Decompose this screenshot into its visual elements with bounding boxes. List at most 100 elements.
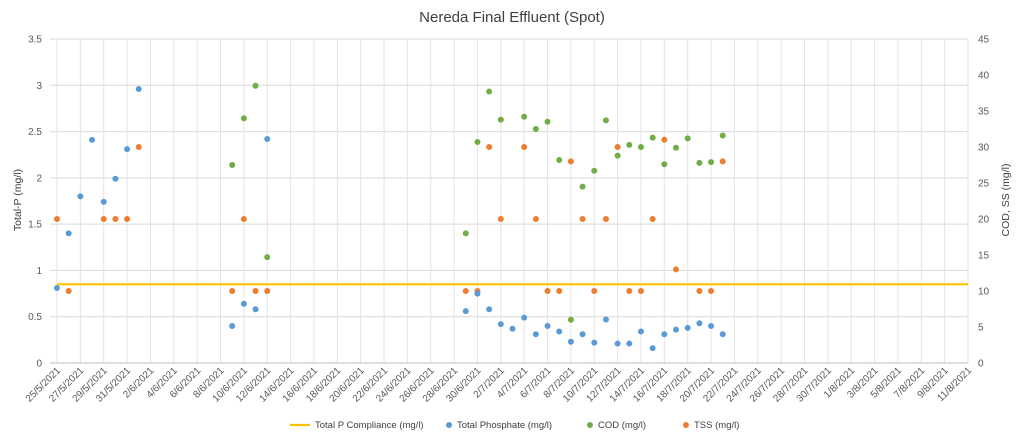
data-point-cod [696,159,703,166]
data-point-cod [521,113,528,120]
data-point-tss [229,288,236,294]
right-y-tick-label: 10 [978,287,990,298]
left-y-axis-title: Total-P (mg/l) [12,169,24,231]
legend-item-cod: COD (mg/l) [587,420,646,431]
data-point-cod [661,161,668,168]
data-point-tss [124,216,131,222]
legend-item-total-p-compliance: Total P Compliance (mg/l) [290,420,424,431]
legend-label: TSS (mg/l) [694,420,739,431]
data-point-cod [462,230,469,237]
data-point-total-phosphate [591,339,598,346]
data-point-total-phosphate [264,135,271,142]
right-y-axis-title: COD, SS (mg/l) [1000,164,1012,237]
data-point-total-phosphate [89,136,96,143]
data-point-total-phosphate [684,324,691,331]
data-point-cod [684,135,691,142]
data-point-total-phosphate [696,320,703,327]
data-point-total-phosphate [54,285,60,292]
data-point-total-phosphate [124,146,131,153]
data-point-total-phosphate [521,314,528,321]
data-point-tss [532,216,539,222]
data-point-tss [602,216,609,222]
data-point-cod [579,183,586,190]
data-point-total-phosphate [661,331,668,338]
data-point-total-phosphate [486,306,493,313]
series-cod [229,82,726,323]
data-point-tss [521,144,528,150]
data-point-cod [474,138,481,145]
data-point-tss [591,288,598,294]
data-point-cod [708,159,715,166]
data-point-tss [135,144,142,150]
data-point-tss [614,144,621,150]
data-point-tss [696,288,703,294]
data-point-cod [637,144,644,150]
left-y-tick-label: 2 [36,173,42,184]
data-point-total-phosphate [626,340,633,347]
right-y-tick-label: 40 [978,71,990,82]
data-point-total-phosphate [532,331,539,338]
data-point-total-phosphate [462,308,469,315]
right-y-tick-label: 0 [978,359,984,370]
data-point-tss [544,288,551,294]
right-y-tick-label: 45 [978,35,990,46]
data-point-total-phosphate [673,326,680,333]
left-y-tick-label: 2.5 [28,127,42,138]
left-y-tick-label: 0.5 [28,312,42,323]
right-y-tick-label: 25 [978,179,990,190]
data-point-cod [544,118,551,125]
data-point-cod [719,132,726,139]
data-point-tss [65,288,72,294]
data-point-tss [240,216,247,222]
data-point-tss [486,144,493,150]
legend-label: Total Phosphate (mg/l) [457,420,552,431]
left-y-tick-label: 0 [36,359,42,370]
data-point-cod [486,88,493,95]
data-point-total-phosphate [708,322,715,329]
legend-item-total-phosphate: Total Phosphate (mg/l) [446,420,552,431]
data-point-cod [556,156,563,163]
data-point-tss [579,216,586,222]
data-point-cod [614,152,621,159]
data-point-total-phosphate [240,300,247,307]
data-point-tss [637,288,644,294]
series-layer [54,82,968,352]
legend-item-tss: TSS (mg/l) [683,420,739,431]
data-point-tss [567,158,574,165]
data-point-total-phosphate [497,321,504,328]
data-point-tss [649,216,656,222]
legend-label: Total P Compliance (mg/l) [315,420,424,431]
data-point-tss [264,288,271,294]
chart-title: Nereda Final Effluent (Spot) [419,9,605,26]
data-point-total-phosphate [719,331,726,338]
data-point-total-phosphate [135,85,142,92]
data-point-total-phosphate [544,322,551,329]
data-point-tss [112,216,119,222]
data-point-tss [556,288,563,294]
right-y-tick-label: 20 [978,215,990,226]
data-point-total-phosphate [100,198,107,205]
data-point-cod [497,116,504,123]
series-total-phosphate [54,85,726,352]
gridlines [50,38,969,364]
data-point-total-phosphate [112,175,119,182]
data-point-total-phosphate [567,338,574,345]
data-point-tss [719,158,726,165]
data-point-total-phosphate [474,290,481,297]
data-point-total-phosphate [556,328,563,335]
data-point-tss [462,288,469,294]
data-point-total-phosphate [509,325,516,332]
data-point-tss [661,136,668,143]
data-point-total-phosphate [614,340,621,347]
right-y-tick-label: 30 [978,143,990,154]
legend-swatch [446,422,452,428]
data-point-total-phosphate [637,328,644,335]
left-y-tick-label: 3 [36,81,42,92]
right-y-tick-label: 5 [978,323,984,334]
data-point-cod [673,144,680,151]
data-point-tss [626,288,633,294]
data-point-cod [532,126,539,132]
data-point-tss [100,216,107,222]
left-y-axis-ticks: 0 0.5 1 1.5 2 2.5 3 3.5 [28,35,42,370]
data-point-cod [240,115,247,122]
